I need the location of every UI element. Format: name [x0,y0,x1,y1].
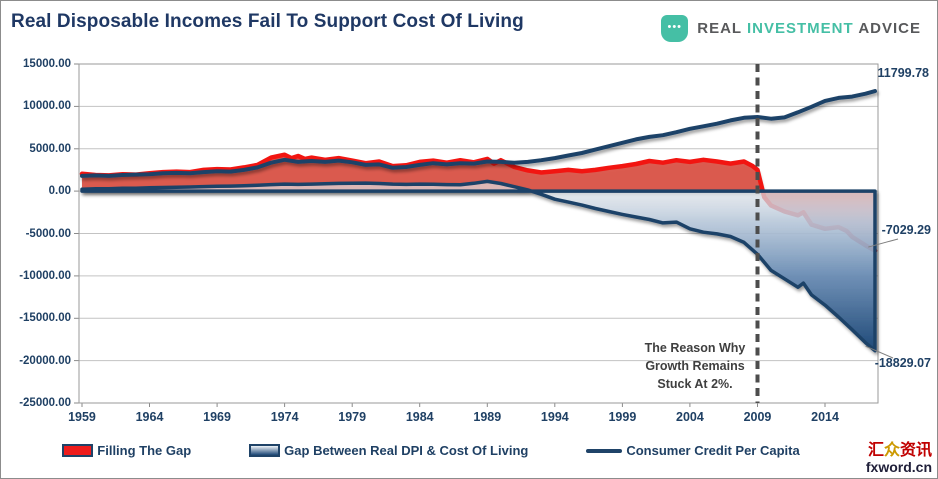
legend-swatch-red-area [62,444,94,457]
annotation-note-line3: Stuck At 2%. [657,377,733,391]
brand-text: REAL INVESTMENT ADVICE [697,20,921,37]
x-tick-label: 2014 [811,410,839,424]
x-tick-label: 1984 [405,410,434,424]
legend-label: Filling The Gap [97,443,192,458]
brand-word-real: REAL [697,20,742,37]
y-tick-label: 5000.00 [29,142,71,155]
brand-word-advice: ADVICE [858,20,921,37]
page-title: Real Disposable Incomes Fail To Support … [11,11,524,32]
annotation-note-line2: Growth Remains [645,359,745,373]
watermark-cn: 汇众资讯 [867,442,932,459]
dots-icon: ••• [667,21,683,33]
watermark-site: fxword.cn [865,459,932,475]
x-tick-label: 1974 [270,410,299,424]
y-tick-label: -25000.00 [19,397,71,409]
annotation-credit-end: 11799.78 [877,66,929,80]
y-tick-label: -5000.00 [25,227,71,240]
annotation-red-end: -7029.29 [881,223,931,237]
x-tick-label: 2009 [743,410,772,424]
y-tick-label: -20000.00 [19,354,71,367]
y-tick-label: 15000.00 [23,58,71,70]
legend-item-red-area: Filling The Gap [62,443,191,458]
x-tick-label: 1994 [540,410,569,424]
brand-word-investment: INVESTMENT [747,20,854,37]
y-tick-label: 0.00 [48,185,71,198]
x-tick-label: 1999 [608,410,637,424]
chart-legend: Filling The Gap Gap Between Real DPI & Co… [1,443,861,458]
y-tick-label: -15000.00 [19,312,71,325]
leader-red-end [868,238,899,248]
brand-logo: ••• REAL INVESTMENT ADVICE [661,15,921,42]
annotation-note: The Reason Why Growth Remains Stuck At 2… [639,339,751,393]
credit-line [80,89,877,178]
legend-swatch-blue-area [249,444,281,457]
x-tick-label: 1959 [68,410,96,424]
x-tick-label: 2004 [676,410,704,424]
legend-swatch-line [586,448,623,453]
watermark: 汇众资讯 fxword.cn [866,442,932,476]
x-tick-label: 1979 [338,410,367,424]
x-tick-label: 1969 [203,410,231,424]
legend-item-line: Consumer Credit Per Capita [586,443,800,458]
leader-gap-end [865,345,894,359]
red-area-positive [82,154,763,192]
x-tick-label: 1989 [473,410,502,424]
y-tick-label: -10000.00 [19,269,71,282]
x-tick-label: 1964 [135,410,164,424]
shield-icon: ••• [661,15,689,42]
annotation-gap-end: -18829.07 [874,356,931,370]
y-tick-label: 10000.00 [23,100,71,113]
annotation-note-line1: The Reason Why [644,341,746,355]
plot-border [78,63,879,404]
legend-label: Gap Between Real DPI & Cost Of Living [284,443,529,458]
legend-item-blue-area: Gap Between Real DPI & Cost Of Living [249,443,528,458]
legend-label: Consumer Credit Per Capita [626,443,800,458]
blue-gap-area [80,179,877,353]
